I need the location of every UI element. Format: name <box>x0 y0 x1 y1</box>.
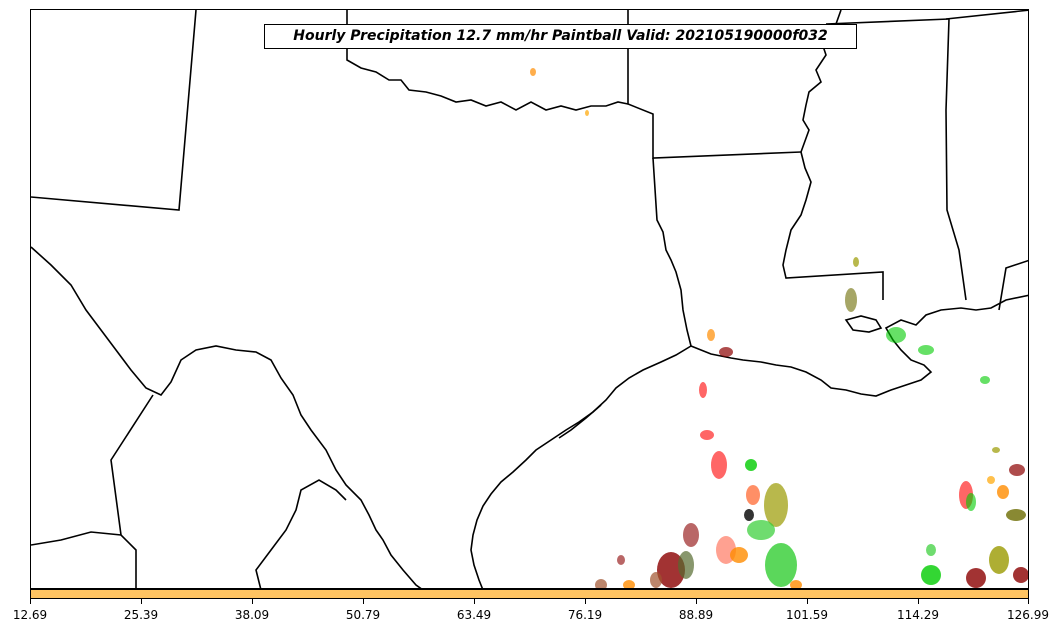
tick-mark <box>696 599 697 604</box>
rio-grande <box>31 246 422 588</box>
tick-mark <box>252 599 253 604</box>
mississippi-river <box>782 10 884 300</box>
ar-tn-border <box>825 18 950 25</box>
tick-mark <box>474 599 475 604</box>
tick-mark <box>918 599 919 604</box>
tick-label: 63.49 <box>456 608 492 622</box>
tick-label: 38.09 <box>234 608 270 622</box>
mexico-state-1 <box>110 394 154 536</box>
map-title: Hourly Precipitation 12.7 mm/hr Paintbal… <box>264 24 857 49</box>
tick-mark <box>807 599 808 604</box>
tick-label: 101.59 <box>786 608 828 622</box>
tick-label: 76.19 <box>567 608 603 622</box>
tick-mark <box>363 599 364 604</box>
tick-mark <box>30 599 31 604</box>
red-river-border <box>346 10 629 111</box>
state-boundaries <box>31 10 1028 588</box>
map-panel: Hourly Precipitation 12.7 mm/hr Paintbal… <box>30 9 1029 589</box>
mexico-state-3 <box>255 479 347 588</box>
tick-label: 25.39 <box>123 608 159 622</box>
tick-mark <box>1028 599 1029 604</box>
sabine-border <box>652 157 692 347</box>
colorbar <box>30 589 1029 599</box>
tick-mark <box>141 599 142 604</box>
tx-coastline <box>470 345 692 588</box>
la-coastline <box>690 294 1028 397</box>
tick-label: 114.29 <box>897 608 939 622</box>
tick-mark <box>585 599 586 604</box>
ok-ar-border <box>627 10 802 159</box>
tn-border <box>945 10 1028 20</box>
tick-label: 88.89 <box>678 608 714 622</box>
mexico-state-2 <box>31 531 137 588</box>
lake-pontchartrain <box>844 315 883 333</box>
tick-label: 12.69 <box>12 608 48 622</box>
nm-tx-border <box>31 10 197 211</box>
tx-barrier-island <box>558 404 602 439</box>
tick-label: 50.79 <box>345 608 381 622</box>
ms-al-border <box>945 18 967 301</box>
fl-border <box>998 259 1028 311</box>
tick-label: 126.99 <box>1007 608 1049 622</box>
precip-paintballs <box>530 68 1028 588</box>
map-canvas <box>31 10 1028 588</box>
